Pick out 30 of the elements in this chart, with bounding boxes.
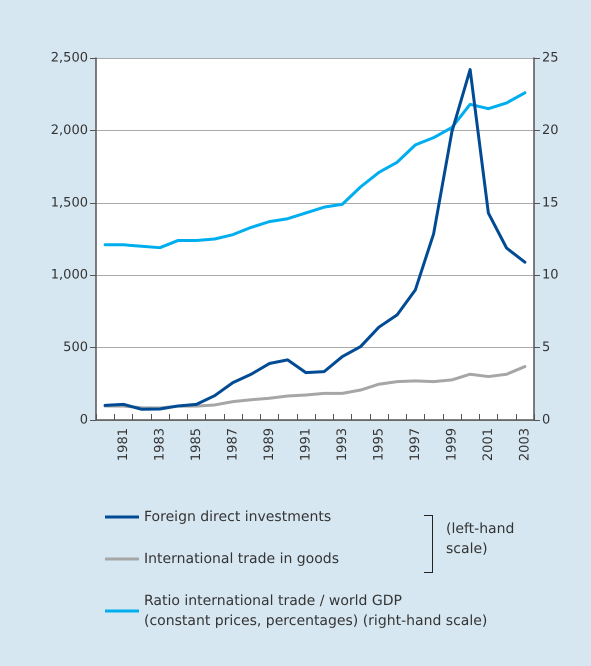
x-tick-label: 1981 [116, 428, 131, 462]
y-tick-label: 1,500 [50, 195, 88, 210]
y2-tick-label: 20 [542, 122, 559, 138]
y-tick-label: 1,000 [50, 268, 88, 283]
text: (left-hand scale) [446, 521, 519, 557]
x-tick-label: 1989 [262, 428, 277, 462]
y-tick-label: 0 [80, 412, 88, 428]
x-tick-label: 2003 [517, 428, 532, 462]
y2-tick-label: 10 [542, 268, 559, 283]
x-tick-label: 1985 [188, 428, 204, 462]
x-tick-label: 1999 [444, 428, 460, 462]
y2-tick-label: 5 [542, 340, 550, 356]
x-tick-label: 1987 [225, 428, 240, 462]
y2-tick-label: 0 [542, 412, 550, 428]
x-tick-label: 2001 [480, 428, 496, 462]
y2-tick-label: 25 [542, 50, 559, 66]
legend-label: Foreign direct investments [144, 509, 332, 525]
legend-label: Ratio international trade / world GDP (constant prices, percentages) (right-hand scale) [144, 593, 488, 629]
x-tick-label: 1993 [334, 428, 350, 462]
y-tick-label: 500 [63, 340, 88, 356]
legend-label: International trade in goods [144, 551, 339, 567]
line-series [104, 91, 526, 250]
x-tick-label: 1997 [408, 428, 423, 462]
y2-tick-label: 15 [542, 195, 559, 210]
y-tick-label: 2,500 [50, 50, 88, 66]
y-tick-label: 2,000 [50, 122, 88, 138]
line-series [104, 68, 526, 411]
x-tick-label: 1983 [152, 428, 168, 462]
x-tick-label: 1995 [371, 428, 386, 462]
x-tick-label: 1991 [298, 428, 314, 462]
